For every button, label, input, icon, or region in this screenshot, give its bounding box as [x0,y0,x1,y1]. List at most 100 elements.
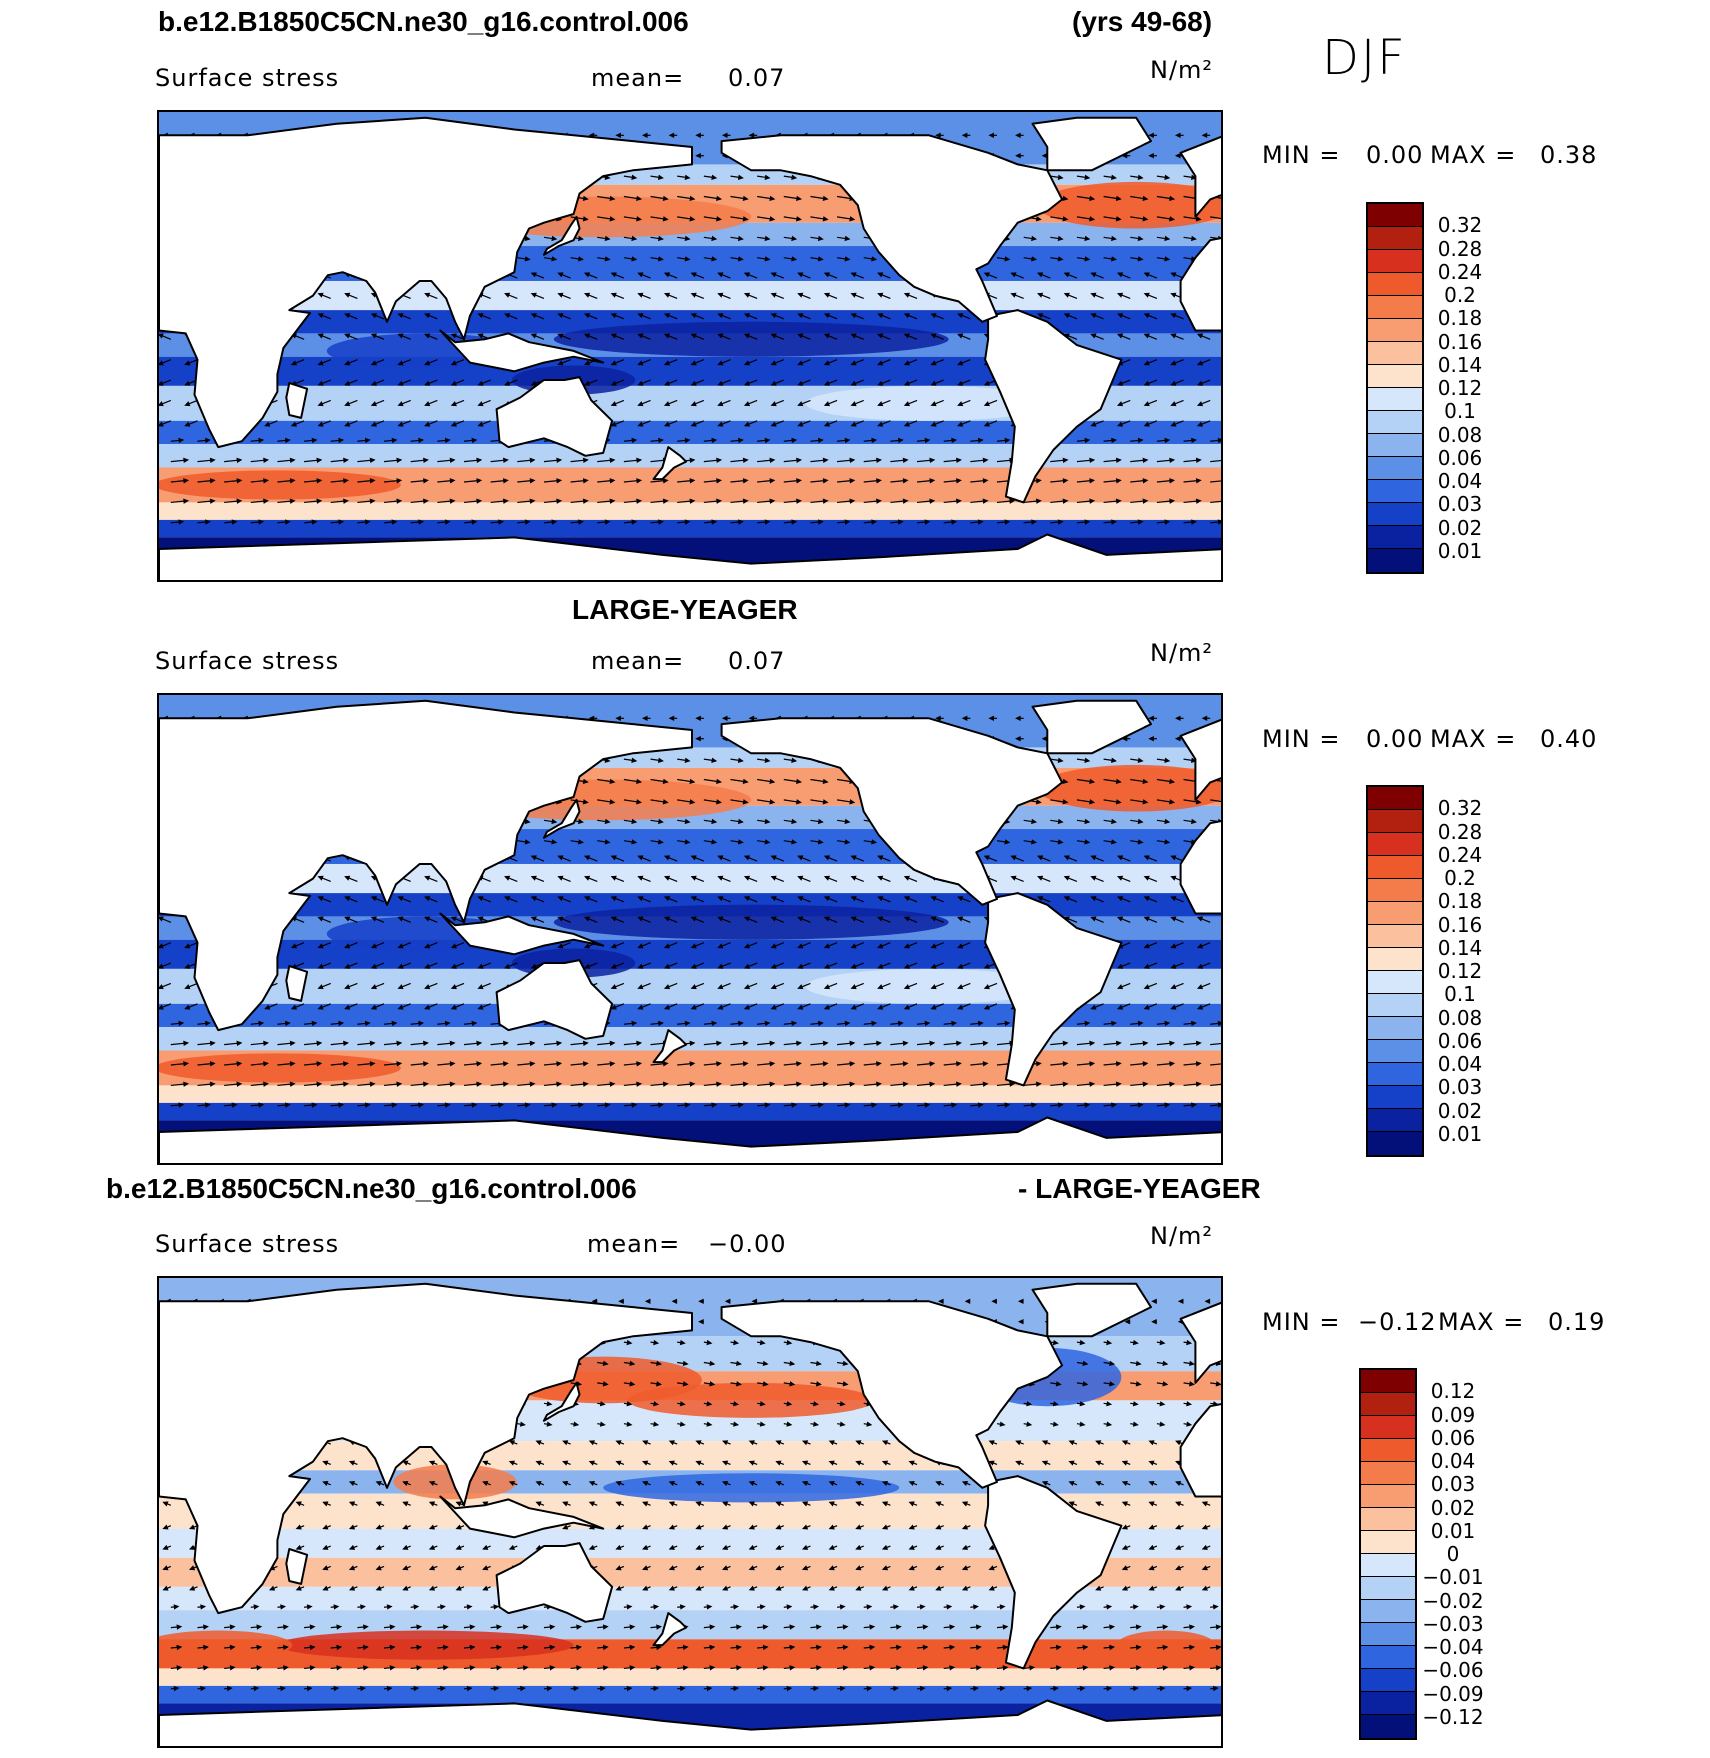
wind-arrow-head [551,839,558,845]
wind-arrow-head [1063,272,1070,278]
wind-arrow-head [716,498,723,504]
wind-arrow-head [450,421,457,427]
wind-arrow-head [1015,132,1021,139]
wind-arrow-head [924,437,931,444]
wind-arrow-head [1106,1604,1113,1610]
wind-arrow-head [1115,498,1122,504]
wind-arrow-head [657,235,664,242]
wind-arrow-head [1057,839,1064,845]
wind-arrow-head [610,943,617,949]
wind-arrow-head [919,1685,926,1692]
wind-arrow-head [309,1624,316,1630]
wind-arrow-head [557,855,564,861]
wind-arrow-head [1057,818,1064,825]
wind-arrow-head [1164,757,1171,763]
wind-arrow-head [504,380,511,386]
wind-arrow-head [615,1585,622,1591]
wind-arrow-head [578,519,584,525]
wind-arrow-head [951,519,958,525]
wind-arrow-head [682,1381,689,1387]
wind-arrow-head [1089,498,1096,504]
wind-arrow-head [850,272,857,278]
wind-arrow-head [1175,1524,1182,1530]
wind-arrow-head [706,1401,713,1407]
wind-arrow-head [162,1565,169,1571]
wind-arrow-head [333,1604,340,1610]
land-greenland [1031,699,1152,755]
wind-arrow-head [530,292,537,298]
wind-arrow-head [828,1585,835,1591]
wind-arrow-head [162,1585,169,1591]
wind-arrow-head [742,457,749,464]
wind-arrow-head [823,380,830,386]
wind-arrow-head [264,421,271,427]
wind-arrow-head [482,1481,489,1487]
wind-arrow-head [706,1421,713,1427]
wind-arrow-head [1143,943,1150,949]
wind-arrow-head [797,896,804,902]
wind-arrow-head [877,963,884,969]
wind-arrow-head [1212,1604,1219,1610]
wind-arrow-head [637,875,644,881]
wind-arrow-head [689,1040,696,1047]
wind-arrow-head [1035,799,1042,805]
colorbar-swatch [1368,810,1422,833]
wind-arrow-head [748,1585,755,1591]
wind-arrow-head [982,478,989,484]
wind-arrow-head [743,855,751,861]
wind-arrow-head [1164,256,1171,262]
wind-arrow-head [961,1481,969,1487]
wind-arrow-head [764,256,771,262]
wind-arrow-head [336,1665,343,1671]
wind-arrow-head [663,916,671,922]
wind-arrow-head [983,401,990,407]
wind-arrow-head [344,896,351,902]
wind-arrow-head [842,1665,849,1671]
wind-arrow-head [982,1081,989,1087]
wind-arrow-head [183,478,190,484]
wind-arrow-head [343,1061,349,1067]
colorbar-swatch [1368,902,1422,925]
wind-arrow-head [1143,421,1150,427]
wind-arrow-head [397,333,404,339]
wind-arrow-head [636,1061,643,1067]
wind-arrow-head [957,401,964,407]
map-svg [159,112,1221,580]
wind-arrow-head [717,272,724,278]
wind-arrow-head [801,1501,809,1507]
wind-arrow-head [903,963,910,969]
wind-arrow-head [742,1061,749,1067]
wind-arrow-head [930,896,937,902]
wind-arrow-head [344,1004,351,1010]
wind-arrow-head [530,896,537,902]
wind-arrow-head [684,235,691,242]
wind-arrow-head [1115,195,1122,202]
wind-arrow-head [636,1040,643,1047]
wind-arrow-head [637,272,644,278]
wind-arrow-head [1115,457,1122,464]
wind-arrow-head [903,875,910,881]
wind-arrow-head [290,360,297,366]
wind-arrow-head [183,1081,190,1087]
wind-arrow-head [869,1624,876,1630]
wind-arrow-head [663,963,671,969]
wind-arrow-head [742,195,749,202]
wind-arrow-head [1195,1081,1202,1087]
wind-arrow-head [253,1685,260,1692]
wind-arrow-head [256,1665,263,1671]
wind-arrow-head [338,519,345,525]
wind-arrow-head [524,235,531,242]
wind-arrow-head [629,1381,636,1387]
colorbar-tick-label: 0.06 [1437,1028,1483,1053]
wind-arrow-head [642,1565,649,1571]
wind-arrow-head [791,757,798,763]
wind-arrow-head [949,1665,956,1671]
wind-arrow-head [801,1460,809,1466]
wind-arrow-head [370,916,377,922]
wind-arrow-head [711,757,718,763]
wind-arrow-head [1143,401,1150,407]
wind-arrow-head [695,1501,702,1507]
wind-arrow-head [344,916,351,922]
wind-arrow-head [519,1421,526,1427]
wind-arrow-head [935,132,941,139]
